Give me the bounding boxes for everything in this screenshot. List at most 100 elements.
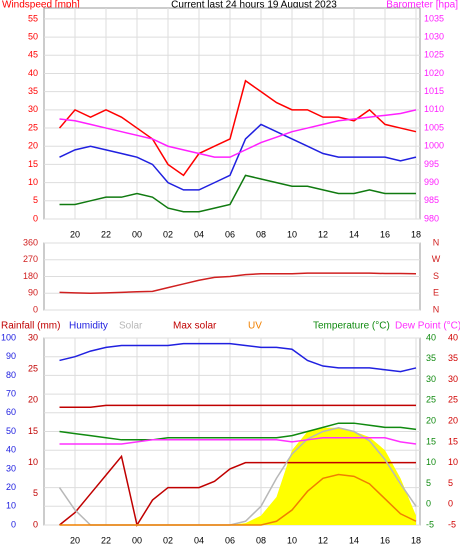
tick-label: 980	[424, 213, 439, 223]
legend-entry: Max solar	[173, 321, 217, 332]
tick-label: 30	[28, 104, 38, 114]
tick-label: 15	[448, 436, 458, 446]
tick-label: 60	[6, 407, 16, 417]
legend-entry: Temperature (°C)	[313, 321, 390, 332]
tick-label: 5	[33, 195, 38, 205]
tick-label: 25	[448, 395, 458, 405]
line	[59, 404, 416, 408]
tick-label: N	[433, 304, 440, 314]
legend-entry: UV	[248, 321, 262, 332]
tick-label: 80	[6, 370, 16, 380]
tick-label: 0	[426, 499, 431, 509]
x-tick-label: 00	[132, 229, 142, 239]
tick-label: N	[433, 237, 440, 247]
tick-label: 5	[426, 478, 431, 488]
x-tick-label: 22	[101, 535, 111, 545]
tick-label: 40	[6, 445, 16, 455]
tick-label: 20	[28, 141, 38, 151]
tick-label: 10	[448, 457, 458, 467]
tick-label: 45	[28, 50, 38, 60]
tick-label: 10	[28, 457, 38, 467]
tick-label: 35	[426, 353, 436, 363]
x-tick-label: 18	[411, 535, 421, 545]
x-tick-label: 04	[194, 535, 204, 545]
tick-label: 10	[6, 501, 16, 511]
x-tick-label: 14	[349, 229, 359, 239]
tick-label: 0	[33, 519, 38, 529]
x-tick-label: 00	[132, 535, 142, 545]
tick-label: 90	[28, 288, 38, 298]
x-tick-label: 18	[411, 229, 421, 239]
line	[59, 473, 417, 526]
tick-label: 0	[11, 519, 16, 529]
tick-label: 180	[23, 271, 38, 281]
x-tick-label: 08	[256, 535, 266, 545]
tick-label: 0	[33, 304, 38, 314]
x-tick-label: 10	[287, 229, 297, 239]
tick-label: 90	[6, 351, 16, 361]
x-tick-label: 04	[194, 229, 204, 239]
tick-label: 360	[23, 237, 38, 247]
legend-entry: Dew Point (°C)	[395, 321, 460, 332]
tick-label: 100	[1, 332, 16, 342]
x-tick-label: 02	[163, 229, 173, 239]
tick-label: 30	[448, 374, 458, 384]
chart-title: Current last 24 hours 19 August 2023	[171, 0, 337, 11]
tick-label: 20	[448, 415, 458, 425]
line	[59, 123, 417, 191]
x-tick-label: 20	[70, 535, 80, 545]
line	[59, 436, 417, 445]
tick-label: 995	[424, 159, 439, 169]
tick-label: W	[432, 254, 441, 264]
tick-label: 40	[448, 332, 458, 342]
x-tick-label: 20	[70, 229, 80, 239]
tick-label: 25	[28, 122, 38, 132]
line	[59, 109, 417, 158]
tick-label: 1010	[424, 104, 444, 114]
tick-label: 1015	[424, 86, 444, 96]
tick-label: 70	[6, 388, 16, 398]
tick-label: 10	[426, 457, 436, 467]
tick-label: E	[433, 288, 439, 298]
tick-label: 30	[28, 332, 38, 342]
tick-label: S	[433, 271, 439, 281]
tick-label: 5	[448, 478, 453, 488]
tick-label: 1025	[424, 50, 444, 60]
legend-entry: Rainfall (mm)	[1, 321, 60, 332]
tick-label: 1000	[424, 141, 444, 151]
tick-label: 20	[6, 482, 16, 492]
tick-label: 5	[33, 488, 38, 498]
y2-axis-label: Barometer [hpa]	[386, 0, 458, 11]
tick-label: 990	[424, 177, 439, 187]
x-tick-label: 06	[225, 535, 235, 545]
tick-label: 10	[28, 177, 38, 187]
tick-label: 20	[28, 395, 38, 405]
line	[59, 174, 416, 213]
tick-label: -5	[426, 519, 434, 529]
x-tick-label: 08	[256, 229, 266, 239]
legend-entry: Humidity	[69, 321, 108, 332]
tick-label: 35	[448, 353, 458, 363]
line	[59, 342, 417, 373]
line	[59, 422, 417, 441]
x-tick-label: 12	[318, 229, 328, 239]
tick-label: 20	[426, 415, 436, 425]
tick-label: 15	[28, 159, 38, 169]
tick-label: 50	[28, 31, 38, 41]
tick-label: 0	[33, 213, 38, 223]
x-tick-label: 16	[380, 535, 390, 545]
tick-label: 1005	[424, 122, 444, 132]
line	[59, 272, 417, 295]
x-tick-label: 12	[318, 535, 328, 545]
tick-label: 40	[28, 68, 38, 78]
tick-label: 40	[426, 332, 436, 342]
tick-label: -5	[448, 519, 456, 529]
tick-label: 1035	[424, 13, 444, 23]
x-tick-label: 14	[349, 535, 359, 545]
tick-label: 15	[426, 436, 436, 446]
tick-label: 25	[28, 364, 38, 374]
x-tick-label: 10	[287, 535, 297, 545]
x-tick-label: 02	[163, 535, 173, 545]
tick-label: 270	[23, 254, 38, 264]
tick-label: 985	[424, 195, 439, 205]
